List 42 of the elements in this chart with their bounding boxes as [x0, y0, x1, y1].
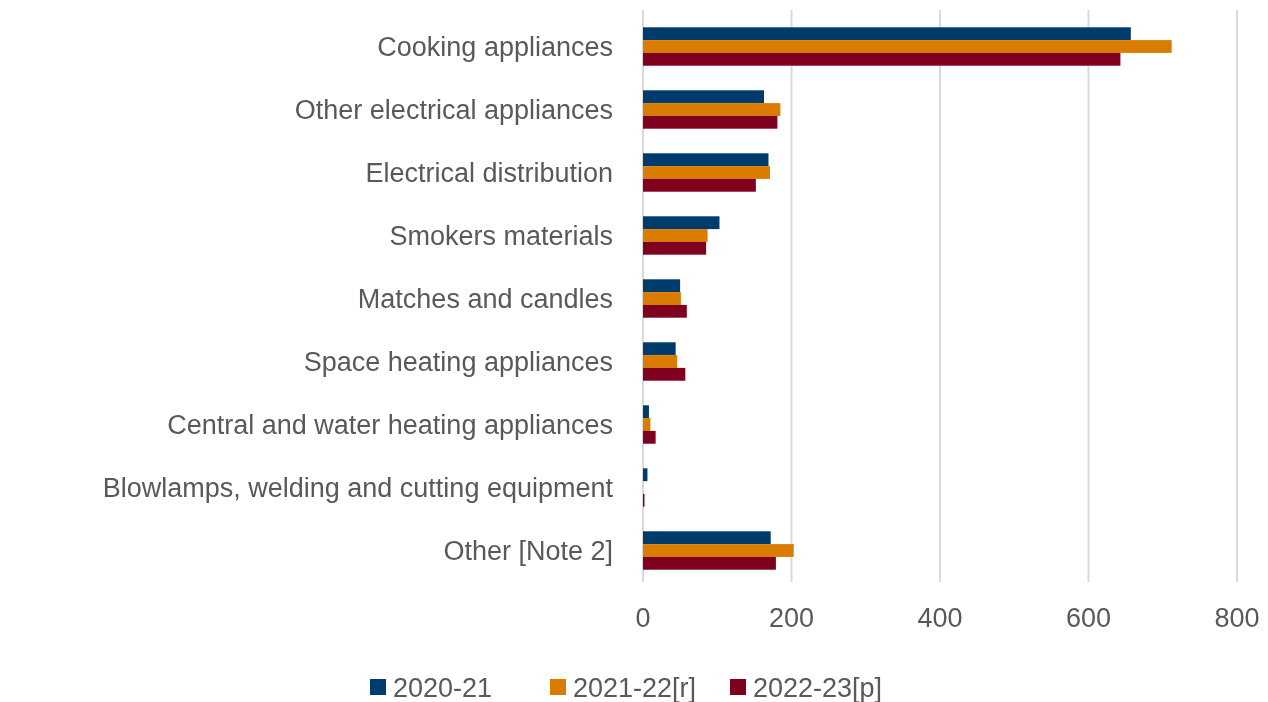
bar	[643, 40, 1172, 53]
bar	[643, 342, 676, 356]
bar	[643, 279, 681, 293]
bar	[643, 531, 771, 545]
bar	[643, 430, 656, 444]
bar	[643, 166, 770, 179]
x-tick-label: 400	[917, 603, 963, 633]
bar	[643, 556, 776, 570]
y-tick-label: Space heating appliances	[303, 346, 613, 377]
bar	[643, 367, 686, 381]
x-tick-label: 200	[768, 603, 815, 633]
y-tick-label: Smokers materials	[389, 220, 613, 251]
y-tick-label: Matches and candles	[357, 283, 613, 314]
y-tick-label: Cooking appliances	[377, 31, 613, 62]
bar	[643, 544, 794, 557]
bar	[643, 355, 678, 368]
bar	[643, 52, 1121, 66]
bar	[643, 229, 708, 242]
x-tick-label: 0	[635, 603, 651, 633]
bar	[643, 468, 648, 482]
legend-label: 2022-23[p]	[753, 673, 883, 702]
y-tick-label: Electrical distribution	[365, 157, 613, 188]
x-tick-label: 600	[1065, 603, 1112, 633]
bar	[643, 103, 781, 116]
bar	[643, 178, 756, 192]
bar	[643, 115, 778, 129]
y-tick-label: Other [Note 2]	[443, 535, 613, 566]
x-tick-label: 800	[1214, 603, 1260, 633]
y-tick-label: Central and water heating appliances	[167, 409, 613, 440]
bar	[643, 27, 1131, 41]
bar	[643, 216, 720, 230]
bar	[643, 405, 649, 419]
bar	[643, 153, 769, 167]
y-tick-label: Other electrical appliances	[294, 94, 613, 125]
legend-label: 2020-21	[393, 673, 493, 702]
bar	[643, 90, 765, 104]
y-tick-label: Blowlamps, welding and cutting equipment	[102, 472, 614, 503]
bar	[643, 292, 681, 305]
legend-label: 2021-22[r]	[573, 673, 697, 702]
bar	[643, 304, 687, 318]
bar	[643, 241, 707, 255]
bar	[643, 418, 651, 431]
